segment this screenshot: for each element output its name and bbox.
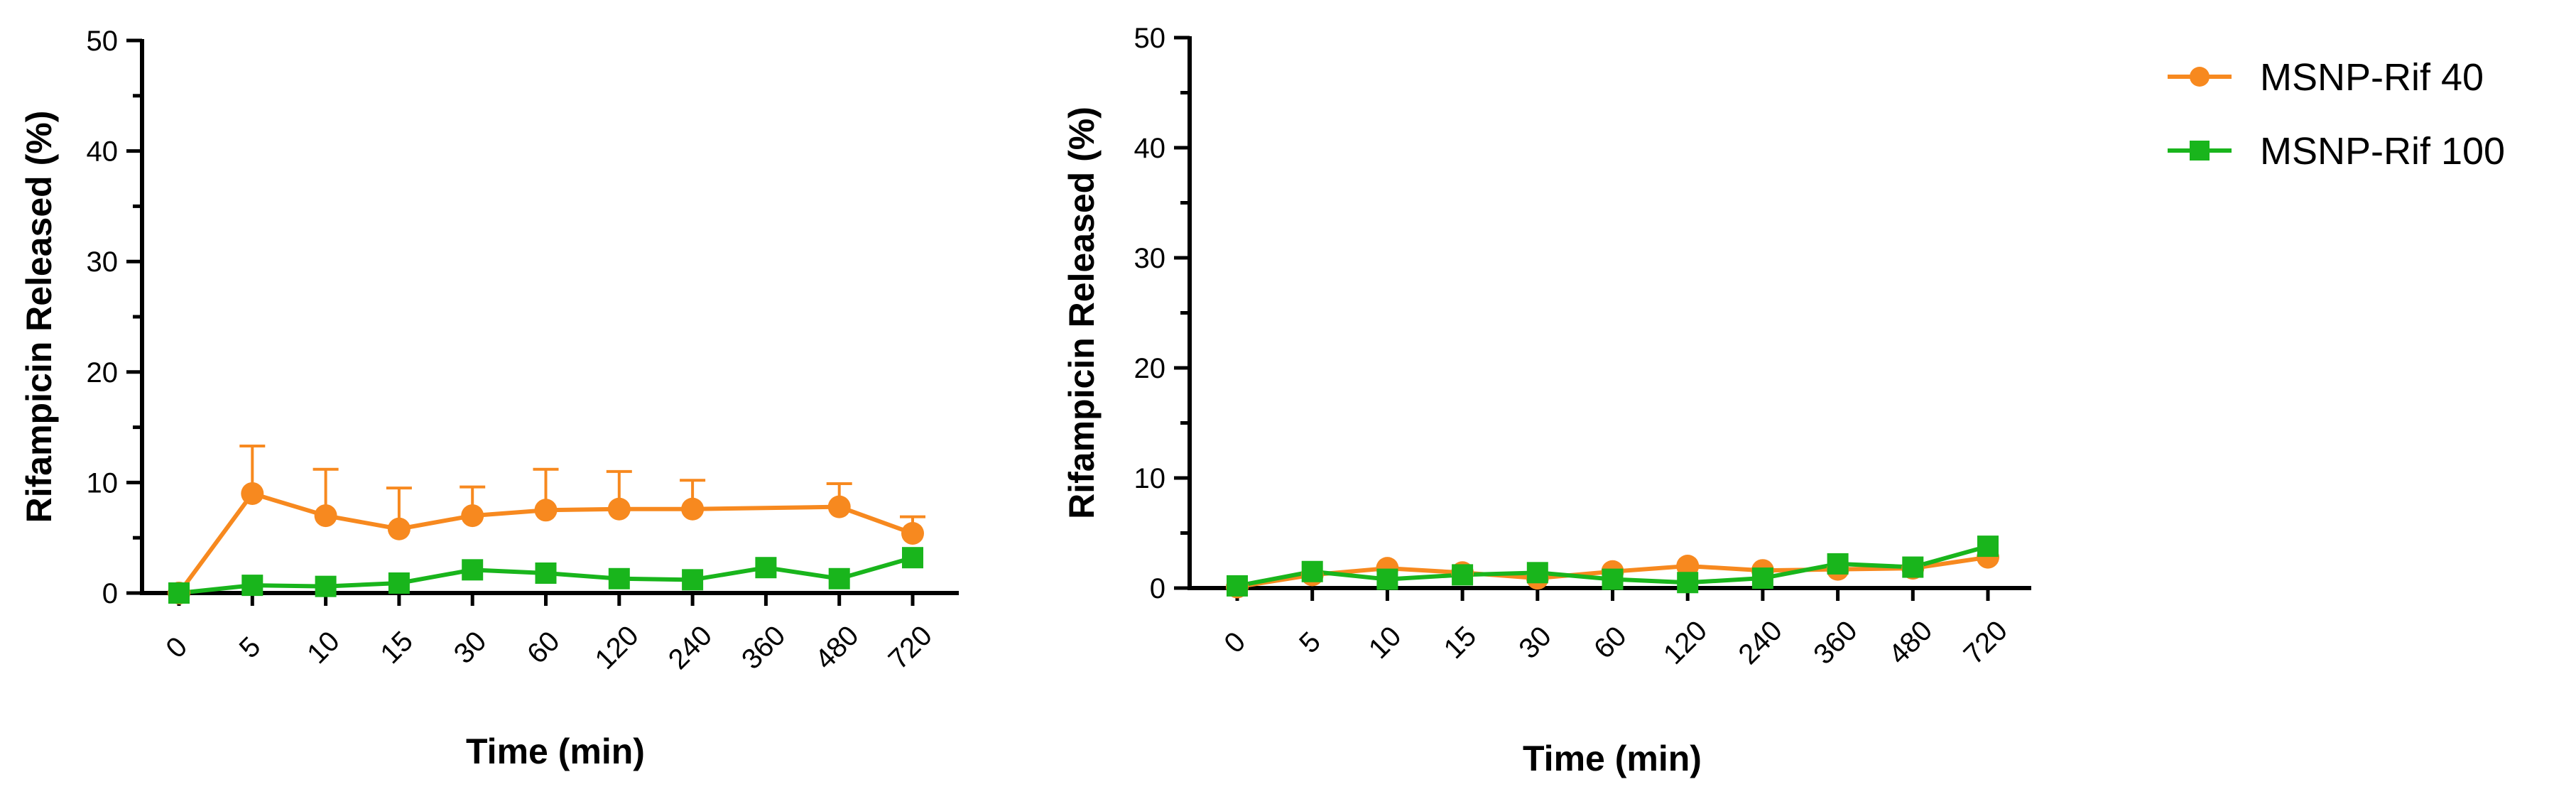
legend-marker-msnp-rif-40	[2190, 67, 2210, 87]
y-tick-label: 40	[87, 136, 119, 168]
chart-left-panel: 0 10 20 30 40 50 0 5 10 15 30 60 120 240 360 480 720 Rifa…	[19, 26, 959, 771]
legend-marker-msnp-rif-100	[2190, 141, 2210, 161]
data-point-msnp-rif-100	[1227, 575, 1248, 597]
data-point-msnp-rif-100	[462, 559, 484, 581]
data-point-msnp-rif-100	[1376, 568, 1398, 590]
data-point-msnp-rif-40	[314, 504, 337, 528]
data-point-msnp-rif-100	[608, 567, 630, 589]
y-tick-label: 10	[87, 467, 119, 499]
x-tick-label: 0	[1218, 626, 1251, 659]
data-point-msnp-rif-40	[387, 517, 411, 540]
x-tick-label: 360	[1808, 615, 1863, 670]
y-tick-label: 0	[1150, 573, 1165, 604]
x-tick-label: 30	[1513, 621, 1558, 665]
data-point-msnp-rif-100	[1452, 564, 1474, 586]
legend-label-msnp-rif-40: MSNP-Rif 40	[2260, 56, 2484, 99]
y-tick-label: 0	[102, 578, 118, 609]
y-tick-label: 20	[1134, 353, 1166, 384]
legend-label-msnp-rif-100: MSNP-Rif 100	[2260, 130, 2505, 173]
data-point-msnp-rif-100	[902, 547, 923, 569]
x-tick-label: 10	[1363, 621, 1408, 665]
data-point-msnp-rif-100	[755, 557, 777, 579]
data-point-msnp-rif-100	[1977, 536, 1999, 558]
y-tick-label: 30	[87, 246, 119, 278]
data-point-msnp-rif-100	[535, 562, 557, 584]
y-tick-label: 30	[1134, 243, 1166, 274]
data-point-msnp-rif-40	[681, 497, 705, 521]
x-tick-label: 480	[809, 620, 864, 675]
data-point-msnp-rif-40	[607, 497, 631, 521]
x-tick-label: 720	[883, 620, 938, 675]
x-tick-label: 360	[736, 620, 791, 675]
x-tick-label: 240	[1733, 615, 1788, 670]
x-tick-label: 120	[589, 620, 644, 675]
y-tick-label: 40	[1134, 133, 1166, 164]
series-line-msnp-rif-40	[177, 491, 914, 594]
x-tick-label: 240	[663, 620, 718, 675]
data-point-msnp-rif-100	[1751, 567, 1773, 589]
x-tick-label: 5	[1293, 626, 1327, 659]
data-point-msnp-rif-100	[1602, 568, 1624, 590]
x-axis-title: Time (min)	[466, 732, 645, 771]
y-tick-label: 50	[87, 26, 119, 57]
data-point-msnp-rif-100	[168, 582, 190, 604]
chart-right-panel: 0 10 20 30 40 50 0 5 10 15 30 60 120 240 360 480 720 Rifa…	[1062, 23, 2031, 778]
x-tick-label: 15	[374, 626, 419, 670]
data-point-msnp-rif-100	[388, 572, 410, 594]
y-tick-label: 10	[1134, 463, 1166, 494]
x-tick-label: 0	[160, 631, 193, 664]
data-point-msnp-rif-40	[827, 495, 851, 518]
y-tick-label: 20	[87, 357, 119, 388]
data-point-msnp-rif-100	[1827, 553, 1849, 575]
data-point-msnp-rif-40	[461, 504, 484, 528]
data-point-msnp-rif-100	[1301, 560, 1323, 582]
data-point-msnp-rif-40	[534, 499, 558, 522]
x-tick-label: 10	[301, 626, 346, 670]
x-tick-label: 120	[1658, 615, 1713, 670]
data-point-msnp-rif-100	[241, 575, 263, 597]
data-point-msnp-rif-100	[828, 567, 850, 589]
y-tick-label: 50	[1134, 23, 1166, 54]
x-tick-label: 480	[1883, 615, 1938, 670]
data-point-msnp-rif-40	[241, 482, 264, 505]
data-point-msnp-rif-100	[1902, 556, 1924, 578]
x-tick-label: 5	[234, 631, 267, 664]
x-tick-label: 60	[521, 626, 566, 670]
x-axis-title: Time (min)	[1523, 739, 1702, 778]
data-point-msnp-rif-100	[315, 575, 337, 597]
data-point-msnp-rif-100	[682, 569, 704, 591]
data-point-msnp-rif-40	[1676, 555, 1700, 577]
y-axis-title: Rifampicin Released (%)	[1062, 107, 1102, 519]
y-axis-title: Rifampicin Released (%)	[19, 111, 59, 523]
x-tick-label: 30	[448, 626, 493, 670]
data-point-msnp-rif-40	[901, 521, 924, 545]
data-point-msnp-rif-100	[1677, 572, 1699, 594]
legend: MSNP-Rif 40 MSNP-Rif 100	[2168, 56, 2505, 173]
x-tick-label: 60	[1588, 621, 1633, 665]
x-tick-label: 15	[1438, 621, 1483, 665]
x-tick-label: 720	[1958, 615, 2013, 670]
data-point-msnp-rif-100	[1526, 562, 1548, 584]
